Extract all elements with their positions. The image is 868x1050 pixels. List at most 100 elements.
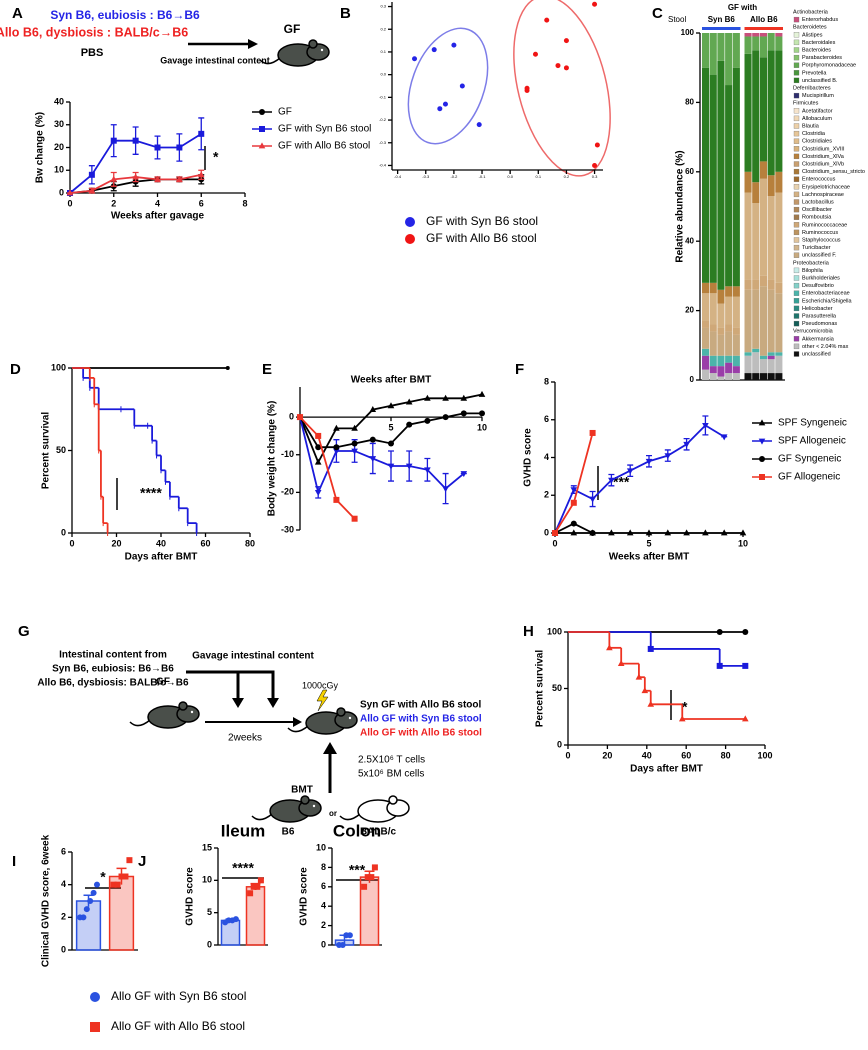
schematic-text: or [329,809,337,818]
y-tick-label: -0.4 [379,163,387,168]
bar-segment [717,366,725,377]
x-tick-label: 0 [565,750,570,760]
bar-segment [775,293,783,353]
data-point [570,487,578,494]
legend-swatch [793,54,800,61]
data-point [431,47,437,53]
legend-label: unclassified F. [802,253,837,259]
x-axis-label: Weeks after gavage [111,211,205,222]
bar-segment [775,355,783,374]
bar-segment [744,289,752,353]
y-tick-label: 0 [321,939,326,949]
panel-letter: G [18,623,30,640]
legend-label: GF with Allo B6 stool [426,231,537,245]
data-point [563,38,569,44]
legend-swatch [793,343,800,350]
data-point [459,83,465,89]
legend-label: SPF Syngeneic [778,418,847,429]
bar-segment [752,373,760,380]
data-point [66,189,74,196]
legend-swatch [793,138,800,144]
data-point [346,932,353,939]
legend-swatch [793,222,800,228]
y-tick-label: 40 [54,96,64,106]
legend-label: Helicobacter [802,306,833,312]
significance-label: **** [232,860,254,876]
bar-segment [709,33,717,75]
data-point [118,873,125,880]
legend-swatch [793,199,800,205]
y-tick-label: 10 [202,875,212,885]
legend-label: Clostridium_XlVb [802,161,844,167]
y-tick-label: 0 [544,527,549,537]
bar-segment [732,334,740,356]
data-point [589,496,596,503]
x-axis-label: Weeks after BMT [609,552,689,563]
x-tick-label: 8 [242,198,247,208]
data-point [126,857,133,864]
bar-segment [702,67,710,283]
bar-segment [702,369,710,380]
data-point [154,175,161,182]
y-tick-label: 20 [685,306,694,315]
data-point [333,424,340,431]
legend-label: Clostridium_XlVa [802,154,845,160]
bar-segment [775,282,783,294]
bar-segment [732,327,740,335]
bar-segment [732,366,740,374]
bar-segment [767,352,775,356]
bar-segment [709,331,717,356]
y-axis-label: Body weight change (%) [267,401,278,517]
legend-swatch [793,244,800,251]
panel-letter: J [138,853,146,870]
legend-group: Verrucomicrobia [793,329,834,335]
bar-segment [709,355,717,367]
x-axis-label: Days after BMT [630,764,703,775]
bar-segment [744,33,752,37]
panel-letter: E [262,361,272,378]
cluster-ellipse [407,27,489,145]
bar-segment [752,348,760,353]
bar-segment [725,355,733,363]
legend-marker [758,419,766,426]
schematic-text: Allo B6, dysbiosis: BALB/c→B6 [37,678,189,689]
schematic-text: Syn B6, eubiosis : B6→B6 [50,8,200,22]
legend-marker [405,234,415,244]
group-band [702,27,741,30]
y-tick-label: 40 [685,236,694,245]
data-point [406,421,413,428]
data-point [351,515,358,522]
significance-label: * [213,149,219,165]
bar-segment [702,293,710,322]
x-tick-label: 10 [477,422,487,432]
legend-label: Allo GF with Allo B6 stool [111,1019,245,1033]
x-tick-label: 0 [67,198,72,208]
group-label: Allo B6 [750,15,778,24]
panel-letter: I [12,853,16,870]
bar-segment [702,282,710,294]
legend-marker [759,456,765,462]
y-tick-label: 4 [544,452,549,462]
legend-swatch [793,191,800,198]
legend-label: Burkholderiales [802,275,840,281]
schematic-text: GF [156,677,170,688]
arrowhead [293,717,302,727]
x-tick-label: 5 [646,538,651,548]
schematic-text: 1000cGy [302,680,339,690]
bar-segment [759,286,767,356]
legend-label: GF with Syn B6 stool [426,214,538,228]
data-point [683,529,690,536]
data-point [122,873,129,880]
data-point [476,122,482,128]
data-point [110,881,117,888]
bar-segment [725,331,733,356]
schematic-text: PBS [81,47,104,59]
legend-label: Clostridiales [802,139,832,145]
x-tick-label: 10 [738,538,748,548]
bar-segment [709,74,717,283]
legend-group: Actinobacteria [793,9,829,15]
x-tick-label: 60 [200,538,210,548]
legend-label: Ruminococcus [802,230,838,236]
data-point [641,687,649,694]
x-tick-label: 80 [245,538,255,548]
